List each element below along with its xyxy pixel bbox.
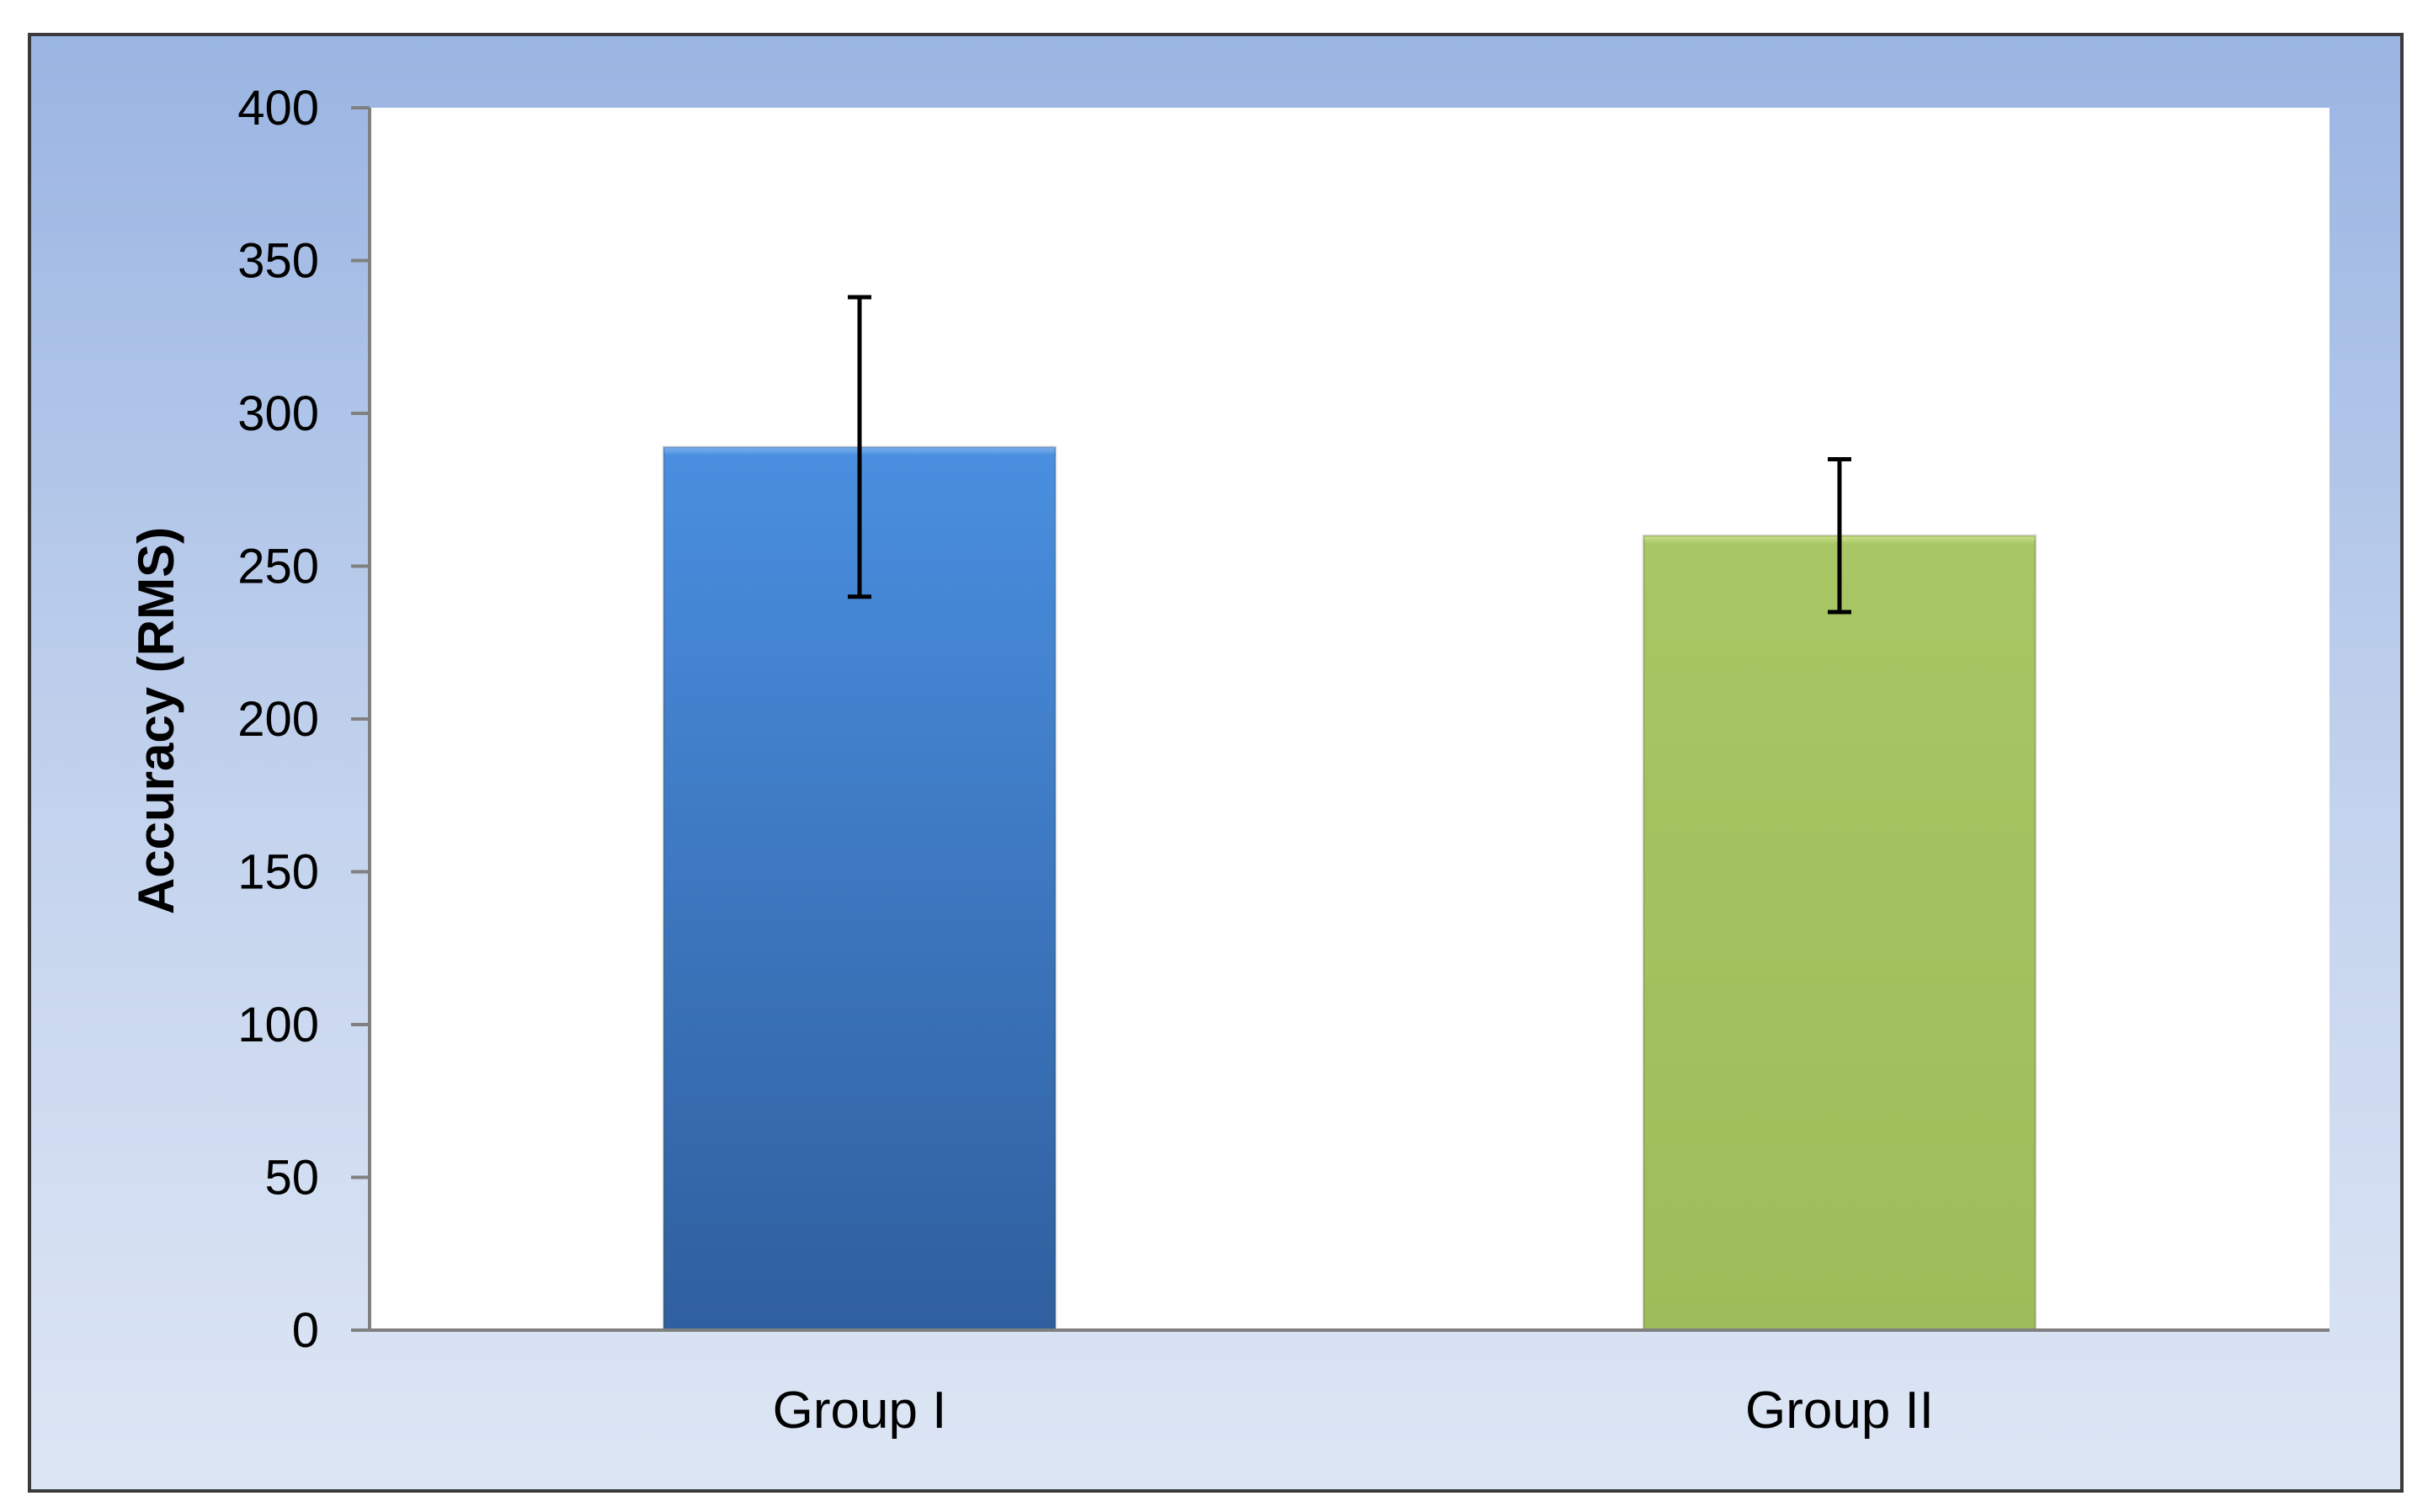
y-tick-label: 200 xyxy=(237,692,319,747)
y-tick-label: 100 xyxy=(237,998,319,1052)
y-tick-label: 250 xyxy=(237,540,319,594)
y-tick-label: 50 xyxy=(264,1151,319,1206)
y-ticks-layer: 0 50 100 150 200 250 300 350 400 xyxy=(237,81,370,1358)
error-bars-layer xyxy=(848,295,1851,615)
x-labels-layer: Group I Group II xyxy=(773,1382,1934,1440)
y-tick-label: 400 xyxy=(237,81,319,136)
y-tick-label: 300 xyxy=(237,386,319,441)
bar-2 xyxy=(1643,535,2036,1330)
y-tick-label: 350 xyxy=(237,234,319,289)
y-tick-label: 0 xyxy=(292,1303,319,1358)
x-category-label: Group II xyxy=(1745,1382,1934,1440)
x-category-label: Group I xyxy=(773,1382,947,1440)
y-tick-label: 150 xyxy=(237,845,319,900)
y-axis-title: Accuracy (RMS) xyxy=(128,527,184,914)
